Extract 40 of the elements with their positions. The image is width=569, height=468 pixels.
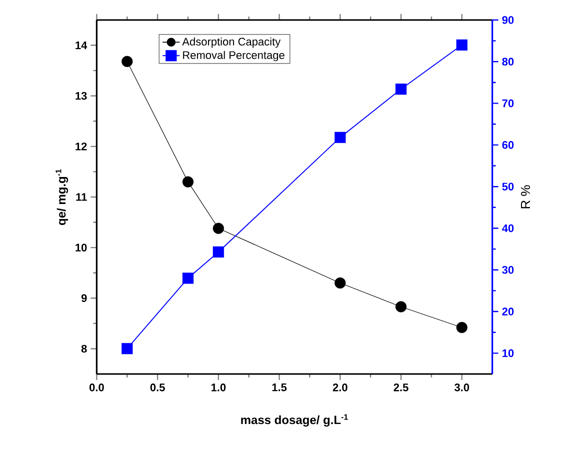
x-tick-label: 1.0 xyxy=(211,384,226,392)
legend-label: Adsorption Capacity xyxy=(182,37,281,48)
y-tick-label: 10 xyxy=(76,244,87,252)
point xyxy=(212,222,224,234)
point xyxy=(395,301,407,312)
point xyxy=(182,176,194,188)
x-axis-title: mass dosage/ g.L$^{-1}$ xyxy=(241,414,348,427)
point xyxy=(456,39,468,51)
point xyxy=(122,56,133,68)
y-tick-label: 13 xyxy=(76,92,87,100)
point xyxy=(395,84,407,95)
point xyxy=(456,322,468,334)
y2-tick-label: 30 xyxy=(502,266,514,274)
legend-label: Removal Percentage xyxy=(183,50,284,62)
x-tick-label: 3.0 xyxy=(454,384,470,392)
y2-tick-label: 70 xyxy=(502,99,514,108)
y-tick-label: 14 xyxy=(76,42,88,50)
y-tick-label: 11 xyxy=(76,193,87,201)
point xyxy=(334,277,346,289)
x-tick-label: 0.0 xyxy=(89,384,104,392)
y2-tick-label: 50 xyxy=(502,182,514,190)
x-tick-label: 2.5 xyxy=(394,384,408,392)
y-axis-title: qe/ mg.g$^{-1}$ xyxy=(56,169,68,225)
y-tick-label: 12 xyxy=(76,142,87,150)
point xyxy=(212,246,224,258)
point xyxy=(334,132,346,144)
y2-tick-label: 60 xyxy=(502,141,514,149)
y2-tick-label: 20 xyxy=(502,308,514,316)
point xyxy=(182,272,194,284)
y-tick-label: 9 xyxy=(81,294,87,302)
y2-axis-title: R % xyxy=(520,185,530,208)
point xyxy=(122,343,133,354)
x-tick-label: 0.5 xyxy=(150,384,165,392)
y2-tick-label: 40 xyxy=(502,224,514,232)
y-tick-label: 8 xyxy=(81,344,87,353)
y2-tick-label: 90 xyxy=(502,16,514,24)
x-tick-label: 1.5 xyxy=(272,384,287,392)
y2-tick-label: 80 xyxy=(502,58,514,66)
y2-tick-label: 10 xyxy=(502,349,514,358)
x-tick-label: 2.0 xyxy=(332,384,348,392)
